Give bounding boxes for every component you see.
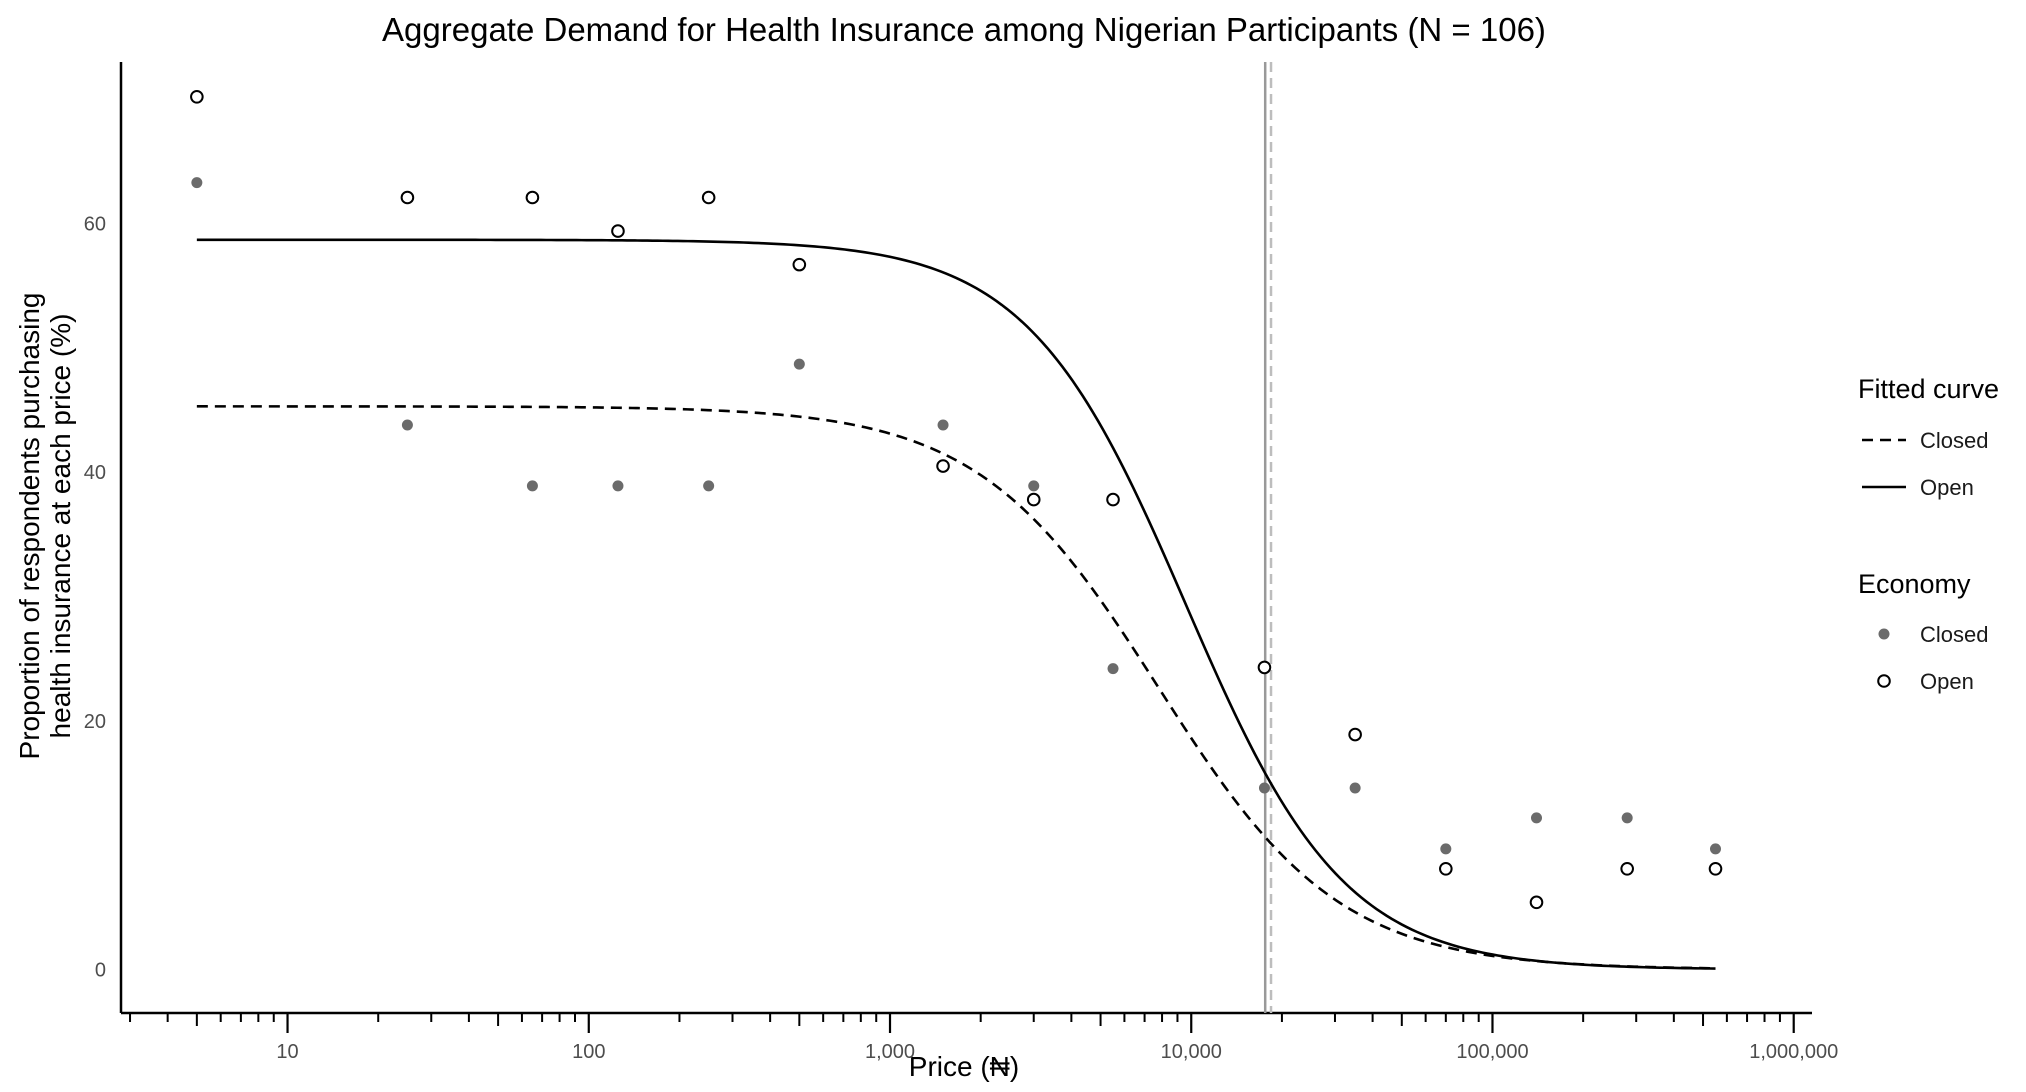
- legend-fitted-title: Fitted curve: [1858, 374, 1999, 404]
- legend-economy-title: Economy: [1858, 569, 1971, 599]
- point-closed: [1621, 812, 1633, 824]
- point-open: [190, 90, 204, 104]
- x-tick-label: 10: [276, 1041, 298, 1063]
- y-tick-label: 0: [95, 959, 106, 981]
- legend-fitted-label: Closed: [1920, 428, 1988, 453]
- point-closed: [793, 358, 805, 370]
- y-tick-label: 60: [84, 214, 106, 236]
- point-closed: [1710, 843, 1722, 855]
- x-tick-label: 100: [572, 1041, 605, 1063]
- point-open: [1257, 660, 1272, 675]
- y-axis-title-line-2: health insurance at each price (%): [45, 314, 76, 739]
- point-open: [1026, 492, 1041, 507]
- x-tick-label: 100,000: [1456, 1041, 1528, 1063]
- point-open: [611, 224, 625, 238]
- fitted-curve-closed: [196, 405, 1716, 970]
- point-closed: [612, 480, 624, 492]
- point-open: [1620, 861, 1634, 876]
- x-tick-label: 1,000,000: [1749, 1041, 1838, 1063]
- legend-economy-label: Closed: [1920, 622, 1988, 647]
- point-open: [525, 190, 540, 205]
- legend-marker-closed: [1878, 628, 1890, 640]
- legend-marker-open: [1877, 674, 1891, 688]
- x-tick-label: 1,000: [865, 1041, 915, 1063]
- chart-title: Aggregate Demand for Health Insurance am…: [382, 11, 1546, 48]
- point-open: [936, 459, 950, 473]
- point-closed: [1258, 782, 1270, 794]
- point-closed: [937, 419, 949, 431]
- x-axis-title: Price (₦): [909, 1051, 1019, 1082]
- point-open: [1106, 492, 1120, 507]
- point-open: [1439, 861, 1453, 876]
- legend-economy-label: Open: [1920, 669, 1974, 694]
- point-open: [701, 190, 716, 205]
- point-closed: [1107, 663, 1119, 675]
- point-open: [400, 190, 415, 205]
- point-closed: [1349, 782, 1361, 794]
- point-closed: [1440, 843, 1452, 855]
- y-axis-title-line-1: Proportion of respondents purchasing: [14, 293, 45, 760]
- point-closed: [703, 480, 715, 492]
- y-tick-label: 20: [84, 711, 106, 733]
- y-tick-label: 40: [84, 462, 106, 484]
- fitted-curve-open: [196, 238, 1716, 970]
- point-closed: [191, 177, 203, 189]
- x-tick-label: 10,000: [1161, 1041, 1222, 1063]
- point-open: [1708, 861, 1723, 876]
- point-closed: [401, 419, 413, 431]
- legend-fitted-label: Open: [1920, 475, 1974, 500]
- point-closed: [1530, 812, 1542, 824]
- point-closed: [526, 480, 538, 492]
- point-open: [792, 257, 807, 272]
- point-open: [1529, 895, 1544, 910]
- point-open: [1348, 727, 1362, 742]
- point-closed: [1028, 480, 1040, 492]
